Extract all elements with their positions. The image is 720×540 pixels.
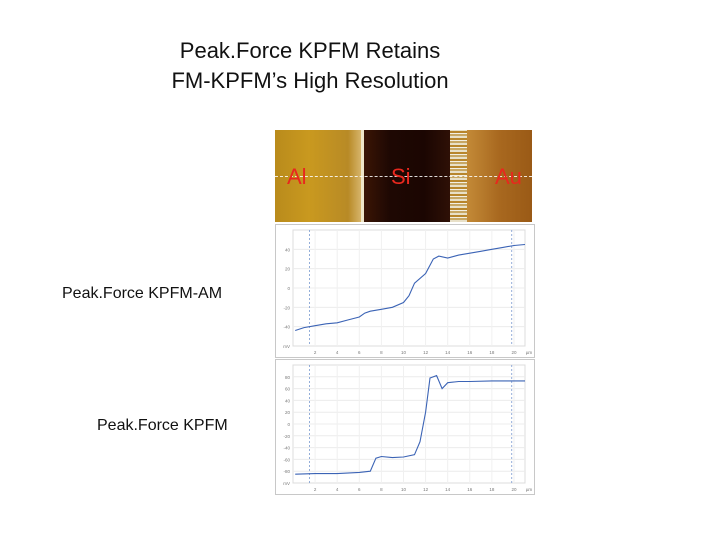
x-tick-label: 14: [445, 350, 451, 355]
y-tick-label: 80: [285, 375, 291, 380]
y-axis-label: mV: [283, 481, 290, 486]
y-tick-label: 20: [285, 267, 291, 272]
x-tick-label: 12: [423, 487, 429, 492]
label-kpfm-am: Peak.Force KPFM-AM: [62, 285, 223, 302]
y-tick-label: -20: [283, 434, 290, 439]
y-tick-label: -20: [283, 305, 290, 310]
x-tick-label: 6: [358, 487, 361, 492]
x-tick-label: 18: [489, 350, 495, 355]
material-label-au: Au: [495, 164, 522, 189]
x-tick-label: 4: [336, 487, 339, 492]
chart-frame: [275, 359, 535, 495]
chart-frame: [275, 224, 535, 358]
profile-line: [295, 243, 526, 332]
y-tick-label: 60: [285, 387, 291, 392]
x-tick-label: 8: [380, 487, 383, 492]
x-tick-label: 2: [314, 487, 317, 492]
y-tick-label: 40: [285, 398, 291, 403]
label-kpfm: Peak.Force KPFM: [97, 417, 228, 434]
x-tick-label: 2: [314, 350, 317, 355]
y-tick-label: -60: [283, 457, 290, 462]
y-tick-label: 0: [287, 422, 290, 427]
material-label-si: Si: [391, 164, 411, 189]
afm-surface-image: Al Si Au: [275, 130, 532, 222]
slide-title: Peak.Force KPFM Retains FM-KPFM’s High R…: [150, 36, 470, 96]
x-tick-label: 16: [467, 350, 473, 355]
x-tick-label: 20: [511, 487, 517, 492]
y-axis-label: mV: [283, 344, 290, 349]
title-line-1: Peak.Force KPFM Retains: [179, 38, 441, 63]
y-tick-label: -40: [283, 446, 290, 451]
kpfm-am-profile-chart: -40 -20 0 20 40 mV 2 4 6 8 10 12 14 16 18 20 µm: [275, 224, 535, 358]
y-tick-label: 0: [287, 286, 290, 291]
x-tick-label: 18: [489, 487, 495, 492]
kpfm-profile-svg: -80 -60 -40 -20 0 20 40 60 80 mV 2 4 6 8 10 12 14 16 18 20 µ…: [275, 359, 535, 495]
y-tick-label: 20: [285, 410, 291, 415]
kpfm-am-profile-svg: -40 -20 0 20 40 mV 2 4 6 8 10 12 14 16 18 20 µm: [275, 224, 535, 358]
x-tick-label: 10: [401, 487, 407, 492]
x-tick-label: 16: [467, 487, 473, 492]
x-tick-label: 8: [380, 350, 383, 355]
x-tick-label: 6: [358, 350, 361, 355]
x-axis-label: µm: [526, 350, 533, 355]
x-tick-label: 12: [423, 350, 429, 355]
y-tick-label: -80: [283, 469, 290, 474]
y-tick-label: -40: [283, 325, 290, 330]
x-tick-label: 4: [336, 350, 339, 355]
x-tick-label: 14: [445, 487, 451, 492]
kpfm-profile-chart: -80 -60 -40 -20 0 20 40 60 80 mV 2 4 6 8 10 12 14 16 18 20 µ…: [275, 359, 535, 495]
y-tick-label: 40: [285, 247, 291, 252]
x-tick-label: 10: [401, 350, 407, 355]
x-axis-label: µm: [526, 487, 533, 492]
title-line-2: FM-KPFM’s High Resolution: [171, 68, 449, 93]
x-tick-label: 20: [511, 350, 517, 355]
scan-line: [275, 176, 532, 177]
material-label-al: Al: [287, 164, 307, 189]
profile-line: [295, 374, 525, 475]
